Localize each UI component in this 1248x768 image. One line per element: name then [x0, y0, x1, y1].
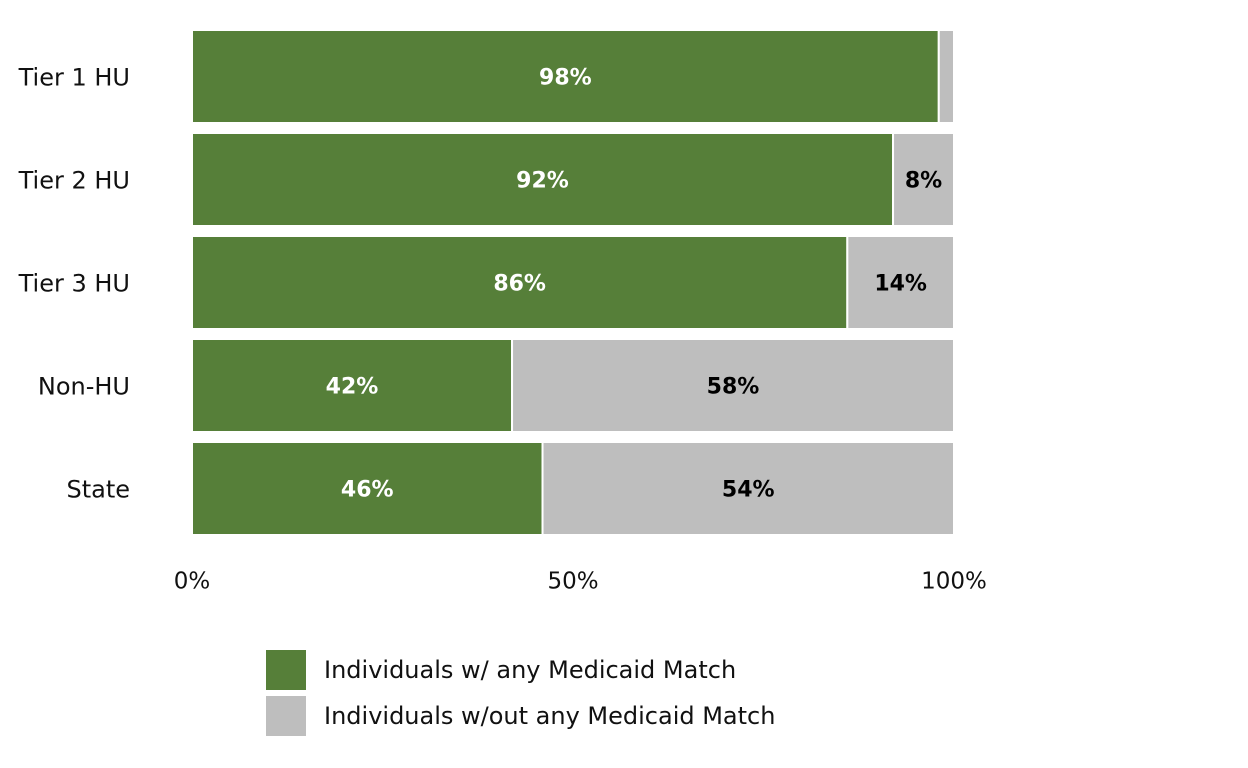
x-tick-label: 50%: [547, 569, 598, 595]
category-label: Tier 1 HU: [18, 64, 130, 92]
legend: Individuals w/ any Medicaid Match Individ…: [266, 650, 775, 736]
legend-swatch: [266, 696, 306, 736]
category-label: Tier 2 HU: [18, 167, 130, 195]
x-axis-ticks: 0% 50% 100%: [174, 569, 987, 595]
bar-segment-with-match: [191, 132, 895, 227]
bar-value-label: 58%: [707, 375, 760, 400]
legend-swatch: [266, 650, 306, 690]
bars-group: 98% 92% 8% 86% 14% 42% 58% 46% 54%: [191, 29, 956, 536]
bar-segment-with-match: [191, 338, 514, 433]
bar-value-label: 46%: [341, 478, 394, 503]
x-tick-label: 0%: [174, 569, 211, 595]
bar-segment-with-match: [191, 29, 940, 124]
bar-segment-without-match: [846, 235, 956, 330]
bar-value-label: 92%: [516, 169, 569, 194]
bar-segment-with-match: [191, 441, 544, 536]
bar-value-label: 8%: [905, 169, 942, 194]
category-label: State: [66, 476, 130, 504]
x-tick-label: 100%: [921, 569, 987, 595]
bar-value-label: 42%: [326, 375, 379, 400]
category-label: Tier 3 HU: [18, 270, 130, 298]
category-labels: Tier 1 HU Tier 2 HU Tier 3 HU Non-HU State: [18, 64, 130, 504]
legend-label: Individuals w/out any Medicaid Match: [324, 702, 775, 730]
bar-segment-without-match: [541, 441, 956, 536]
bar-segment-without-match: [892, 132, 955, 227]
bar-value-label: 98%: [539, 66, 592, 91]
bar-segment-without-match: [511, 338, 955, 433]
bar-value-label: 54%: [722, 478, 775, 503]
bar-segment-without-match: [937, 29, 956, 124]
legend-label: Individuals w/ any Medicaid Match: [324, 656, 736, 684]
bar-segment-with-match: [191, 235, 849, 330]
bar-value-label: 14%: [874, 272, 927, 297]
bar-value-label: 86%: [493, 272, 546, 297]
category-label: Non-HU: [38, 373, 130, 401]
